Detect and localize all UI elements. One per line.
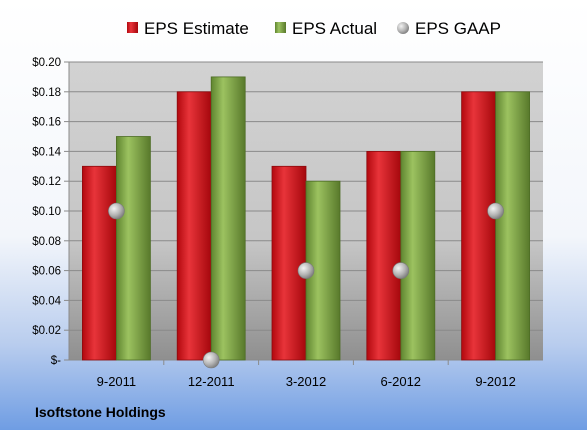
x-tick-label: 12-2011 [188, 374, 235, 389]
y-tick-label: $- [51, 355, 61, 367]
y-tick-label: $0.20 [32, 57, 61, 69]
bar-actual [116, 136, 151, 361]
bars [82, 76, 531, 361]
bar-estimate [366, 150, 402, 361]
legend-swatch-gaap [397, 22, 409, 34]
x-tick-label: 9-2011 [97, 374, 137, 389]
y-tick-label: $0.12 [32, 176, 61, 188]
bar-estimate [271, 165, 307, 361]
y-tick-label: $0.16 [32, 117, 61, 129]
bar-actual [495, 91, 531, 361]
gaap-point [108, 202, 125, 220]
x-tick-label: 6-2012 [381, 374, 421, 389]
bar-estimate [82, 165, 117, 361]
legend-item-estimate: EPS Estimate [127, 19, 249, 38]
y-axis-ticks: $- $0.02 $0.04 $0.06 $0.08 $0.10 $0.12 $0.14 $0.… [32, 57, 543, 367]
gaap-point [297, 262, 315, 279]
bar-actual [210, 76, 246, 361]
legend-item-actual: EPS Actual [275, 19, 377, 38]
y-tick-label: $0.14 [32, 146, 61, 158]
company-name: Isoftstone Holdings [35, 404, 166, 420]
x-axis-ticks: 9-2011 12-2011 3-2012 6-2012 9-2012 [97, 360, 516, 389]
legend-label-estimate: EPS Estimate [144, 19, 249, 38]
y-tick-label: $0.06 [32, 266, 61, 278]
bar-actual [400, 150, 436, 361]
gaap-markers [108, 202, 504, 369]
bar-estimate [461, 91, 497, 361]
x-tick-label: 3-2012 [286, 374, 326, 389]
y-tick-label: $0.18 [32, 87, 61, 99]
y-tick-label: $0.08 [32, 236, 61, 248]
legend-swatch-estimate [127, 22, 138, 33]
y-tick-label: $0.02 [32, 325, 61, 337]
legend-label-actual: EPS Actual [292, 19, 377, 38]
bar-estimate [176, 91, 212, 361]
x-tick-label: 9-2012 [475, 374, 515, 389]
legend-item-gaap: EPS GAAP [397, 19, 501, 38]
gaap-point [392, 262, 410, 279]
y-tick-label: $0.04 [32, 295, 61, 307]
legend: EPS Estimate EPS Actual EPS GAAP [127, 19, 501, 38]
legend-swatch-actual [275, 22, 286, 33]
legend-label-gaap: EPS GAAP [415, 19, 501, 38]
y-tick-label: $0.10 [32, 206, 61, 218]
gaap-point [487, 202, 504, 220]
gaap-point [202, 351, 220, 369]
